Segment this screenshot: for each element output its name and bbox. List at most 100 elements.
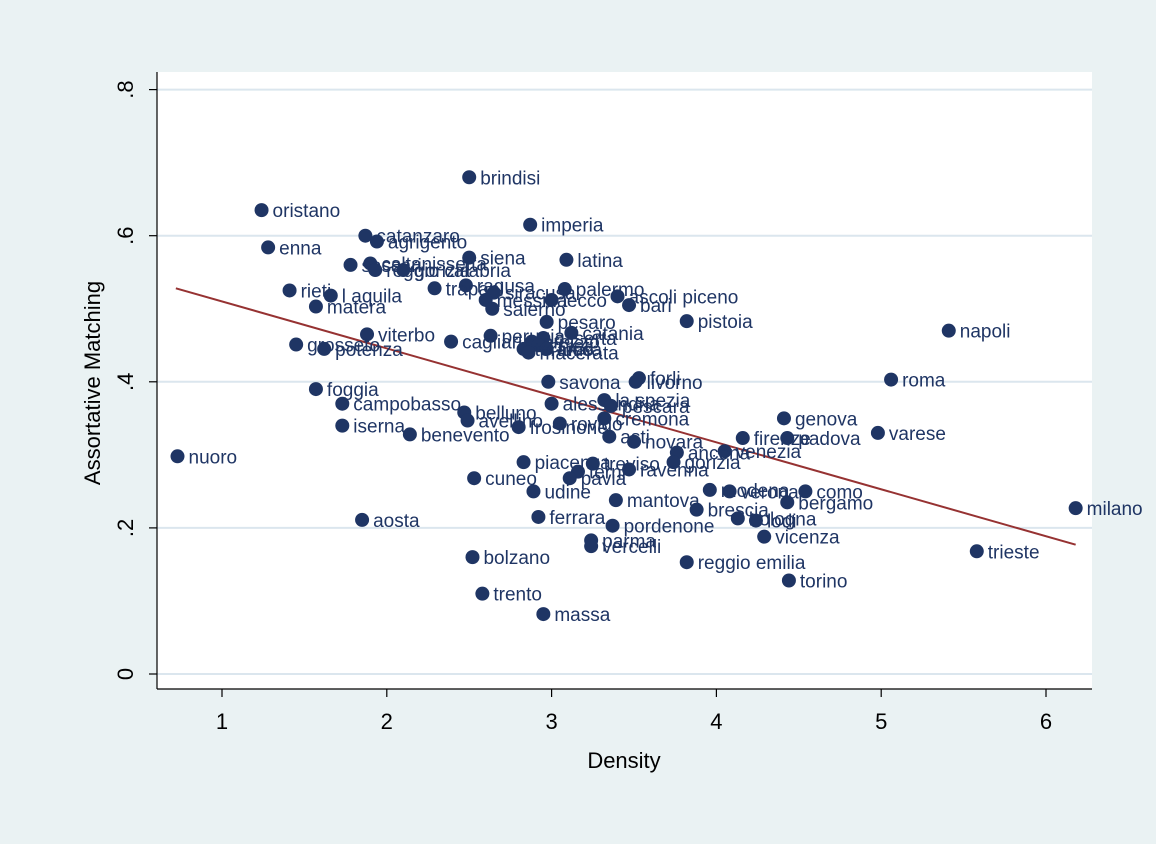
point-89: [781, 573, 796, 588]
point-label-31: arezzo: [543, 333, 600, 354]
point-label-47: campobasso: [353, 395, 461, 416]
point-12: [458, 278, 473, 293]
point-label-60: novara: [645, 433, 704, 454]
point-60: [627, 434, 641, 449]
point-43: [308, 382, 323, 397]
point-label-75: mantova: [627, 491, 700, 512]
point-54: [511, 420, 526, 435]
point-52: [552, 416, 567, 431]
point-16: [557, 282, 572, 297]
point-34: [289, 337, 304, 352]
point-5: [261, 240, 276, 255]
point-label-48: belluno: [475, 403, 536, 424]
point-label-43: foggia: [327, 380, 379, 401]
point-91: [536, 607, 551, 622]
point-13: [427, 281, 442, 296]
point-label-1: oristano: [273, 201, 341, 222]
point-label-72: modena: [721, 481, 790, 502]
point-29: [483, 328, 498, 343]
point-label-63: nuoro: [189, 447, 238, 468]
point-label-54: frosinone: [530, 418, 608, 439]
x-tick-label-0: 1: [216, 709, 228, 734]
point-36: [317, 341, 332, 356]
point-55: [870, 425, 885, 440]
point-38: [521, 345, 536, 360]
y-tick-label-3: .6: [113, 227, 138, 245]
point-label-82: pordenone: [624, 517, 715, 538]
y-tick-label-2: .4: [113, 373, 138, 391]
point-label-42: savona: [559, 373, 621, 394]
point-85: [584, 539, 599, 554]
point-70: [467, 471, 482, 486]
point-label-76: bergamo: [798, 493, 873, 514]
fit-line-layer: [175, 287, 1076, 546]
point-0: [462, 170, 477, 185]
point-label-41: livorno: [647, 373, 703, 394]
point-label-58: padova: [798, 429, 861, 450]
point-11: [396, 263, 411, 278]
point-27: [564, 325, 579, 340]
point-label-26: napoli: [960, 322, 1011, 343]
point-label-28: viterbo: [378, 325, 435, 346]
points-layer: brindisi oristano imperia catanzaroagrigent…: [170, 168, 1143, 626]
point-74: [526, 484, 541, 499]
point-label-90: trento: [493, 585, 542, 606]
point-label-20: ascoli piceno: [629, 287, 739, 308]
y-tick-label-1: .2: [113, 519, 138, 537]
point-label-16: palermo: [576, 280, 645, 301]
point-label-19: lecco: [563, 291, 607, 312]
point-3: [358, 228, 373, 243]
y-tick-label-4: .8: [113, 80, 138, 98]
point-label-89: torino: [800, 571, 848, 592]
point-label-46: pescara: [622, 397, 690, 418]
point-10: [368, 263, 383, 278]
point-label-79: bologna: [749, 509, 817, 530]
point-label-68: terni: [589, 463, 626, 484]
point-2: [523, 217, 538, 232]
point-21: [622, 298, 637, 313]
point-56: [402, 427, 417, 442]
point-25: [539, 314, 554, 329]
point-label-49: genova: [795, 409, 858, 430]
point-label-4: agrigento: [388, 233, 467, 254]
point-64: [516, 455, 531, 470]
point-76: [780, 495, 795, 510]
x-tick-label-2: 3: [545, 709, 557, 734]
point-23: [485, 301, 500, 316]
axes-layer: 1 2 3 4 5 6 0 .2 .4 .6 .8: [113, 72, 1092, 734]
point-label-38: macerata: [540, 344, 620, 365]
point-label-80: lodi: [767, 512, 797, 533]
point-51: [460, 413, 475, 428]
point-label-86: trieste: [988, 542, 1040, 563]
point-66: [585, 456, 600, 471]
point-label-5: enna: [279, 238, 322, 259]
y-tick-label-0: 0: [113, 668, 138, 680]
point-92: [1068, 501, 1083, 516]
point-label-6: latina: [577, 251, 623, 272]
point-label-37: teramo: [535, 340, 594, 361]
point-label-32: cagliari: [462, 333, 522, 354]
point-label-3: catanzaro: [376, 227, 459, 248]
point-75: [608, 493, 623, 508]
point-label-30: caserta: [554, 329, 617, 350]
point-9: [343, 257, 358, 272]
point-63: [170, 449, 185, 464]
point-32: [444, 334, 459, 349]
point-90: [475, 586, 490, 601]
point-label-27: catania: [582, 324, 644, 345]
point-6: [559, 252, 574, 267]
point-label-69: pavia: [581, 469, 627, 490]
point-label-51: avellino: [479, 412, 543, 433]
point-label-35: lucca: [558, 340, 603, 361]
point-label-67: ravenna: [640, 460, 709, 481]
point-69: [562, 471, 577, 486]
point-49: [776, 411, 791, 426]
point-88: [679, 555, 694, 570]
point-label-11: gorizia: [414, 261, 470, 282]
point-label-92: milano: [1087, 499, 1143, 520]
point-label-78: ferrara: [549, 508, 605, 529]
point-53: [335, 418, 350, 433]
point-label-8: siena: [480, 249, 526, 270]
point-1: [254, 203, 269, 218]
point-26: [941, 323, 956, 338]
